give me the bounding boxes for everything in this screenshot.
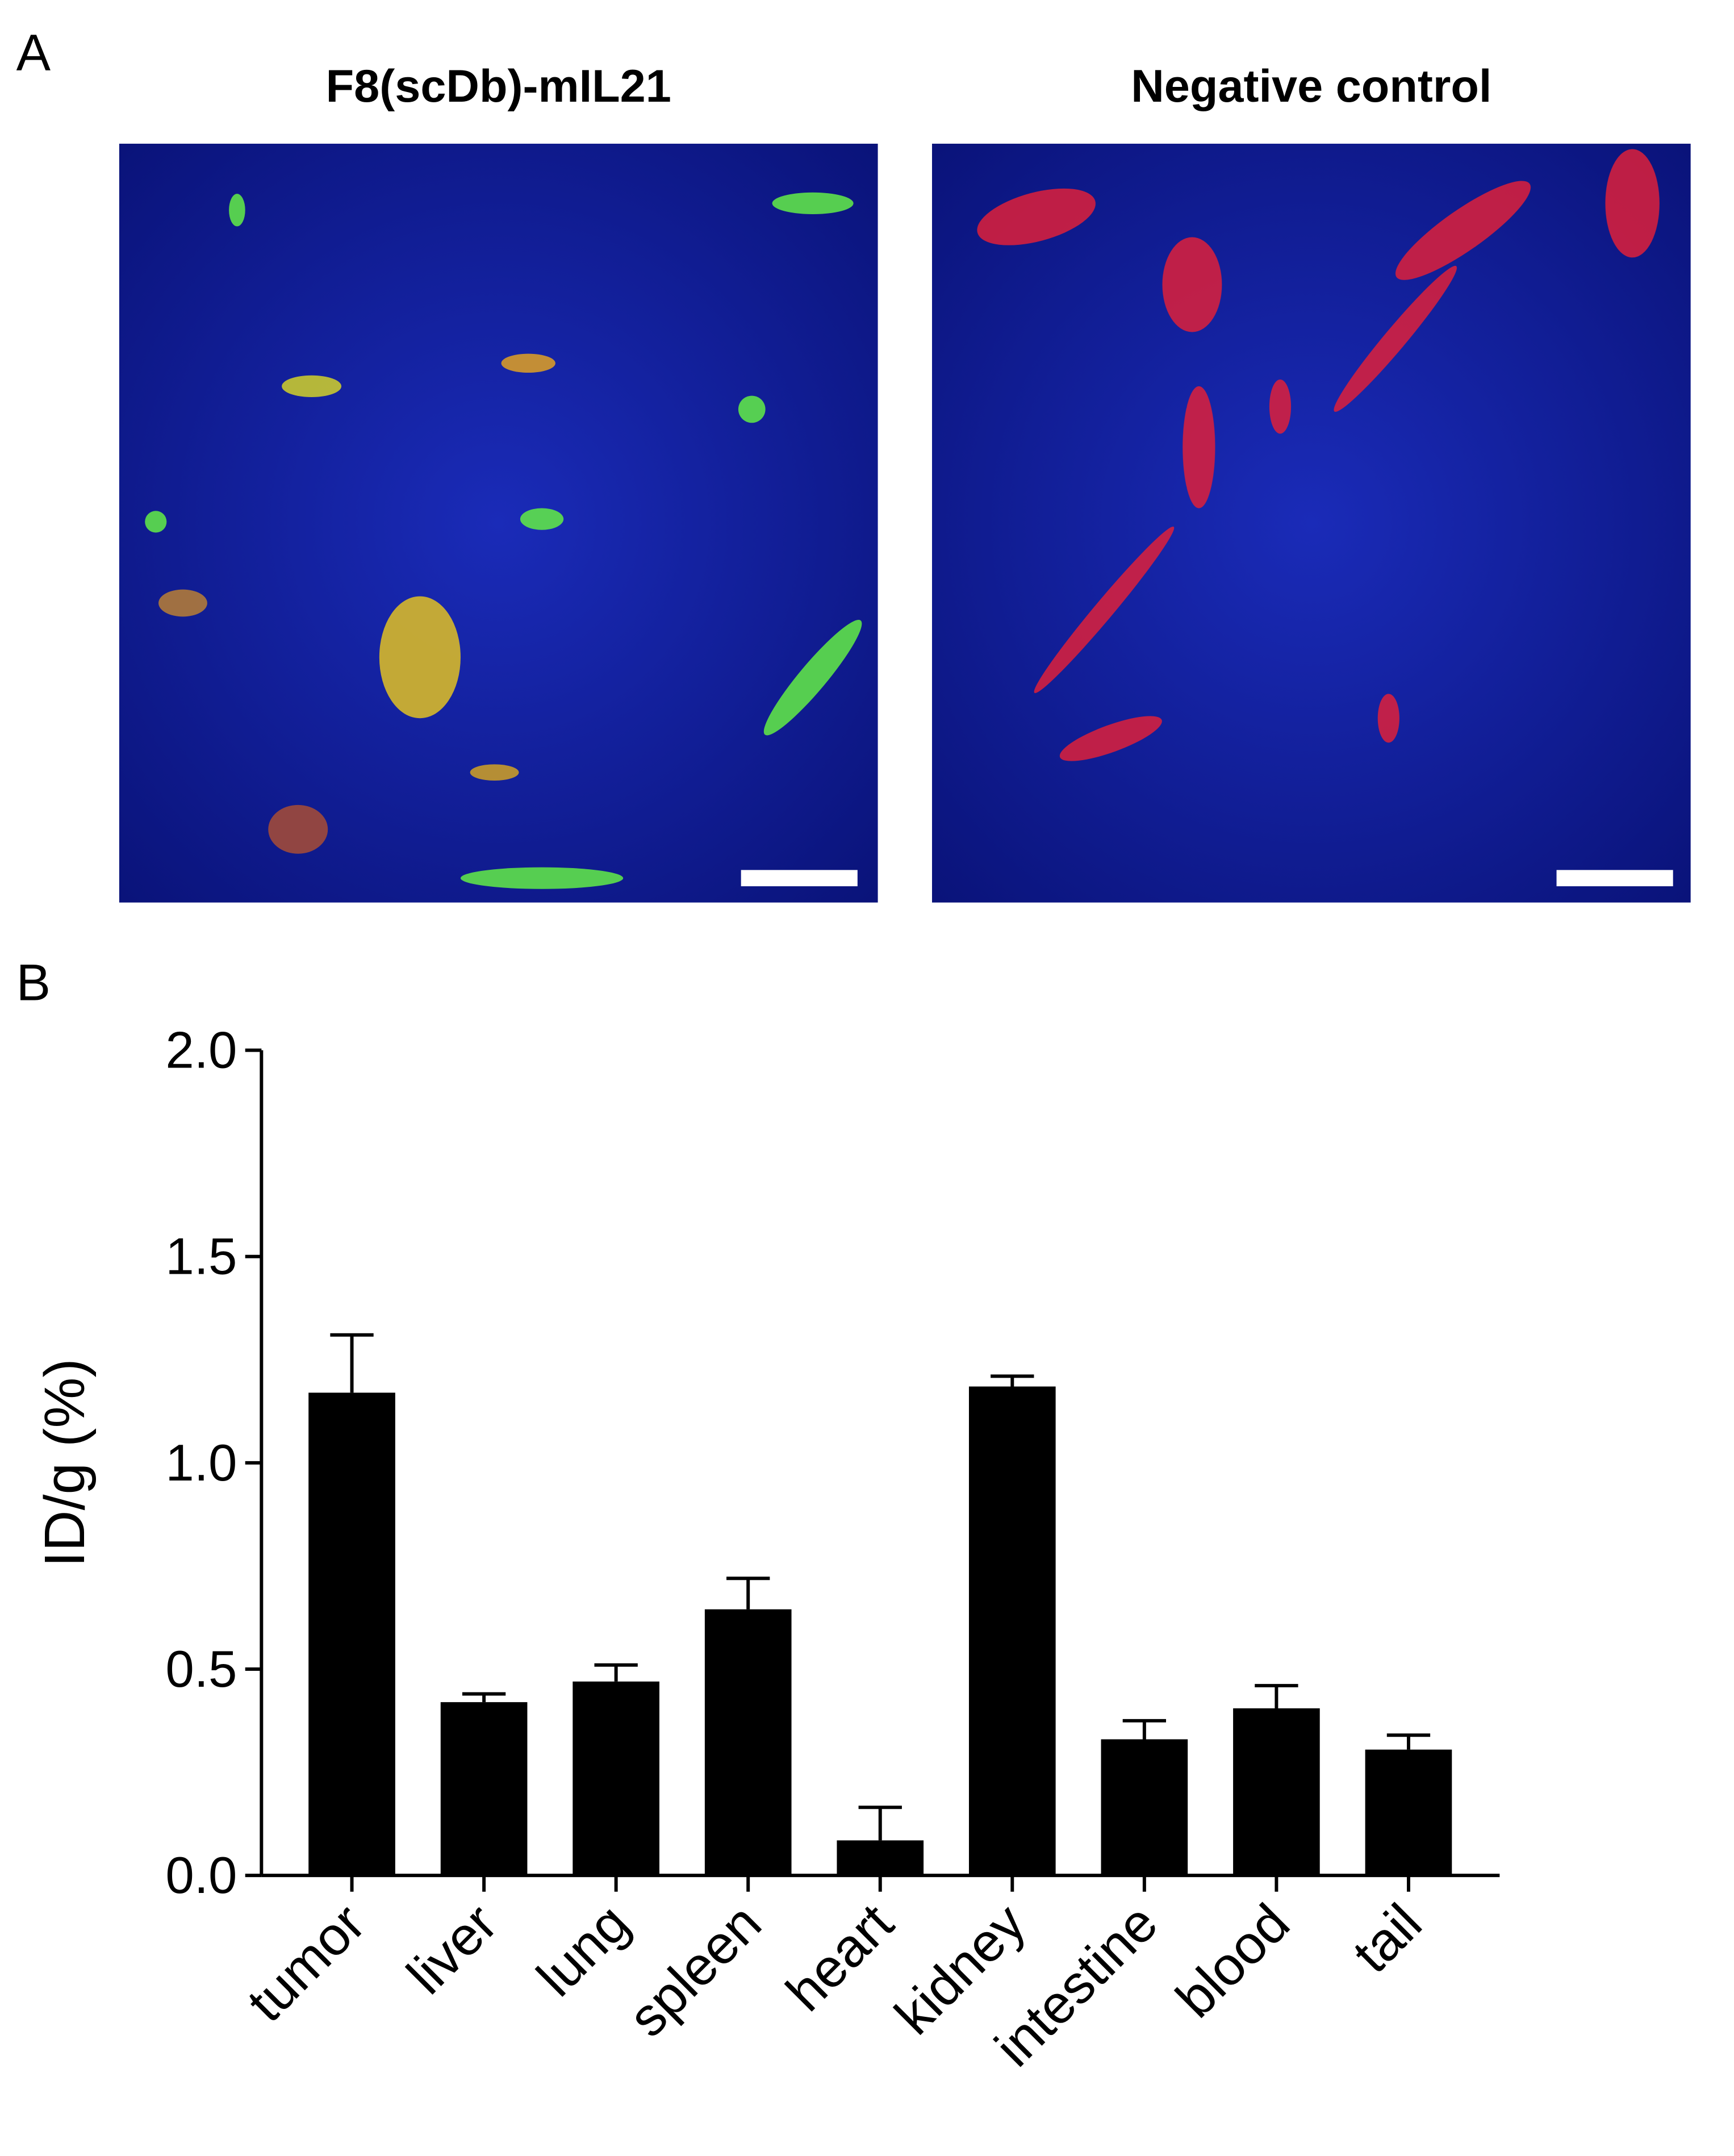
y-axis-label: ID/g (%) (33, 1358, 97, 1567)
error-bar (594, 1663, 638, 1682)
x-tick-label: blood (1165, 1893, 1301, 2029)
error-bar (462, 1692, 506, 1703)
bar (1365, 1749, 1452, 1876)
x-tick-label: tail (1342, 1893, 1433, 1984)
error-bar (1122, 1719, 1167, 1740)
y-tick-label: 0.0 (165, 1847, 237, 1904)
y-tick-label: 1.0 (165, 1434, 237, 1492)
bar (1233, 1708, 1320, 1876)
y-tick-label: 0.5 (165, 1641, 237, 1698)
bar (968, 1386, 1056, 1876)
x-tick-label: spleen (617, 1893, 773, 2049)
panel-label: A (16, 24, 51, 82)
error-bar (726, 1577, 770, 1609)
x-tick-label: liver (396, 1893, 509, 2006)
error-bar (1386, 1733, 1431, 1750)
micrograph (119, 143, 878, 903)
bar (440, 1702, 528, 1876)
error-bar (1255, 1684, 1298, 1709)
panel-label: B (16, 954, 51, 1011)
error-bar (330, 1333, 374, 1393)
bar-chart: 0.0 0.5 1.0 1.5 2.0 ID/g (%) tumor liver lungspl… (33, 1022, 1500, 2078)
y-tick-label: 1.5 (165, 1228, 237, 1286)
y-tick-label: 2.0 (165, 1022, 237, 1079)
bar (1101, 1739, 1188, 1876)
image-title: Negative control (1131, 61, 1491, 112)
error-bar (858, 1805, 902, 1841)
x-tick-label: lung (526, 1893, 641, 2008)
image-title: F8(scDb)-mIL21 (326, 61, 671, 112)
bar (308, 1392, 395, 1876)
bar (704, 1609, 792, 1876)
error-bar (991, 1374, 1034, 1387)
micrograph (931, 143, 1691, 903)
x-tick-label: tumor (236, 1893, 377, 2033)
bar (573, 1681, 659, 1876)
bar (837, 1840, 924, 1876)
